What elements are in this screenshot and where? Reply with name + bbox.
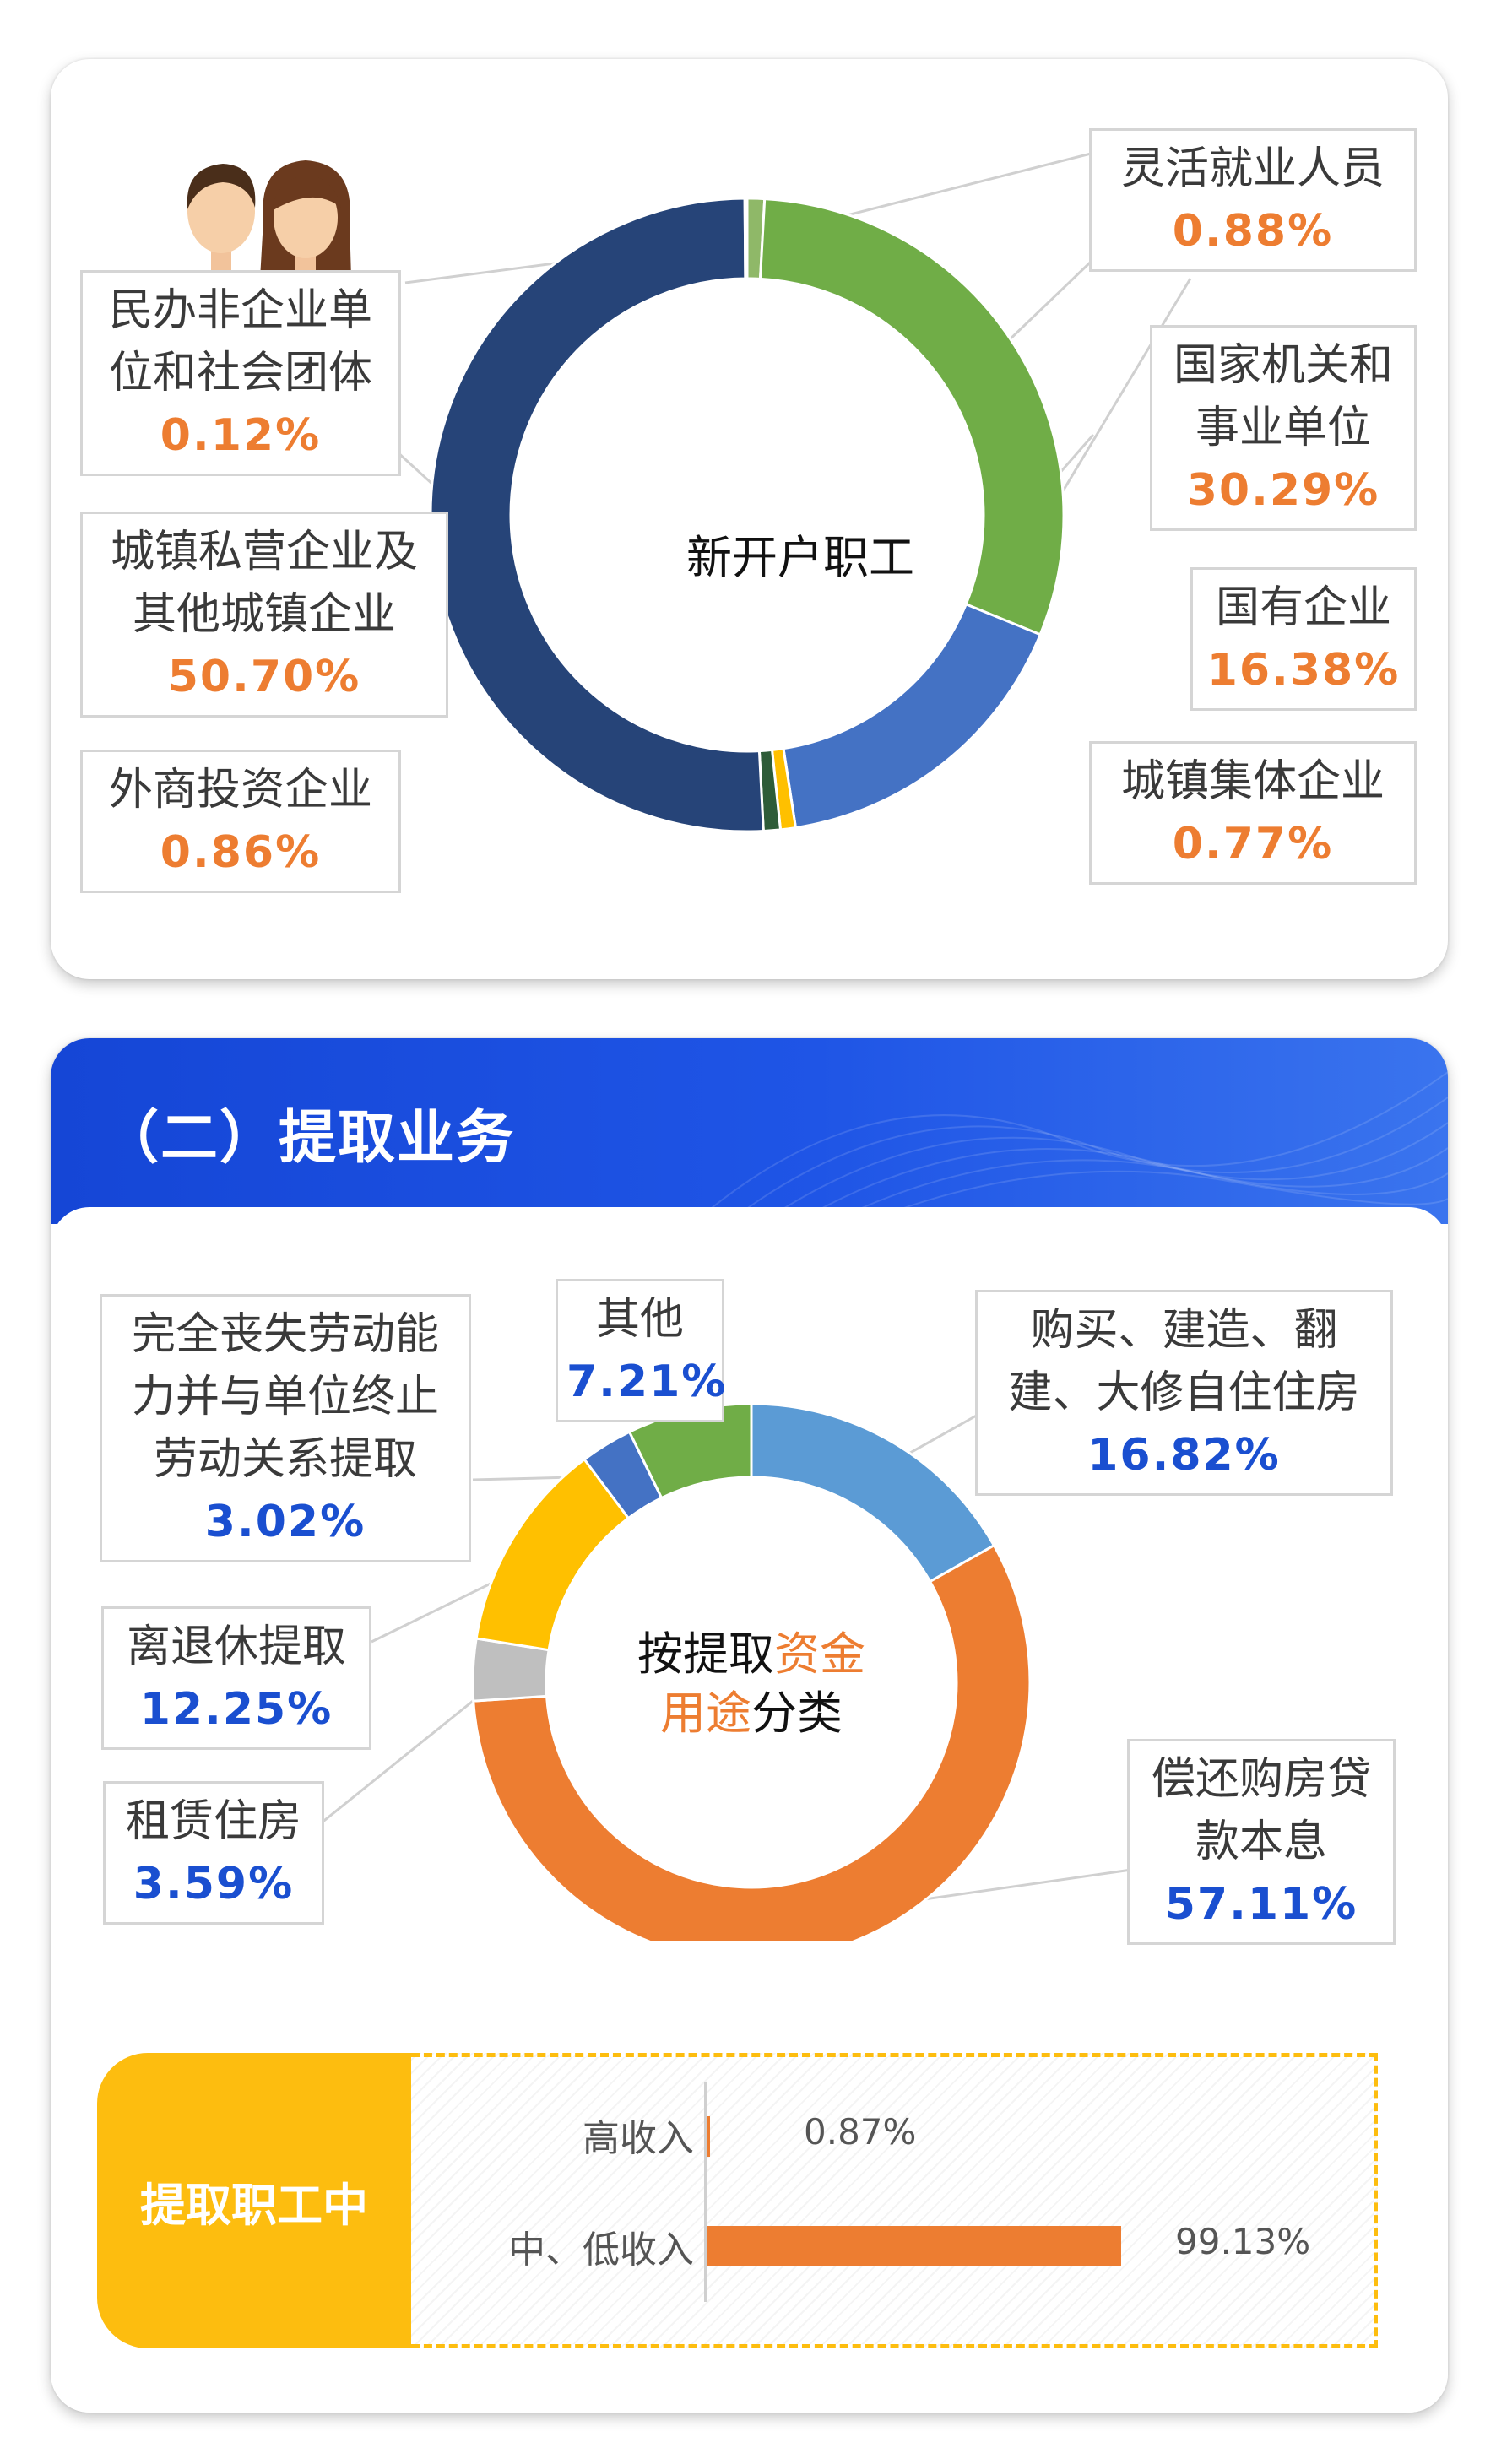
- bar-label-high-income: 高收入: [583, 2117, 694, 2160]
- bar-mid-low-income: [707, 2226, 1121, 2266]
- donut1-slice-1: [758, 197, 1065, 636]
- donut2-hole: [547, 1478, 956, 1887]
- title-part-1: 按提取: [637, 1627, 774, 1681]
- donut2-center-title: 按提取资金 用途分类: [591, 1625, 912, 1743]
- label-flexible-employment: 灵活就业人员 0.88%: [1089, 128, 1417, 272]
- donut1-slice-5: [429, 197, 765, 833]
- new-account-donut: [395, 150, 1192, 833]
- label-state-owned: 国有企业 16.38%: [1190, 567, 1417, 711]
- bar-label-mid-low-income: 中、低收入: [508, 2228, 694, 2272]
- label-rent-housing: 租赁住房 3.59%: [103, 1781, 324, 1925]
- income-panel: 提取职工中 高收入 中、低收入 0.87% 99.13%: [97, 2053, 1380, 2348]
- section-heading: （二）提取业务: [101, 1105, 516, 1172]
- label-urban-collective: 城镇集体企业 0.77%: [1089, 741, 1417, 885]
- label-retirement: 离退休提取 12.25%: [101, 1606, 371, 1750]
- bar-axis: [704, 2082, 707, 2302]
- title-part-3: 用途: [660, 1687, 751, 1740]
- withdrawal-usage-donut: [320, 1350, 1132, 1941]
- income-panel-body: 高收入 中、低收入 0.87% 99.13%: [411, 2053, 1378, 2348]
- donut1-slice-6: [743, 197, 749, 280]
- income-panel-tag: 提取职工中: [97, 2053, 411, 2348]
- section-banner: （二）提取业务: [51, 1038, 1448, 1224]
- title-part-4: 分类: [751, 1687, 843, 1740]
- donut1-center-title: 新开户职工: [686, 531, 914, 584]
- title-part-2: 资金: [774, 1627, 865, 1681]
- label-other: 其他 7.21%: [556, 1279, 725, 1422]
- bar-value-mid-low-income: 99.13%: [1175, 2221, 1311, 2262]
- label-incapacity: 完全丧失劳动能 力并与单位终止 劳动关系提取 3.02%: [100, 1294, 471, 1562]
- label-private-nonenterprise: 民办非企业单 位和社会团体 0.12%: [80, 270, 401, 476]
- donut1-hole: [512, 279, 983, 750]
- label-private-enterprise: 城镇私营企业及 其他城镇企业 50.70%: [80, 512, 448, 718]
- label-repay-loan: 偿还购房贷 款本息 57.11%: [1127, 1739, 1396, 1945]
- label-government-institutions: 国家机关和 事业单位 30.29%: [1150, 325, 1417, 531]
- bar-high-income: [707, 2116, 711, 2157]
- label-buy-build-house: 购买、建造、翻 建、大修自住住房 16.82%: [975, 1290, 1393, 1496]
- label-foreign-investment: 外商投资企业 0.86%: [80, 750, 401, 893]
- donut2-slice-1: [472, 1543, 1032, 1941]
- bar-value-high-income: 0.87%: [804, 2111, 917, 2153]
